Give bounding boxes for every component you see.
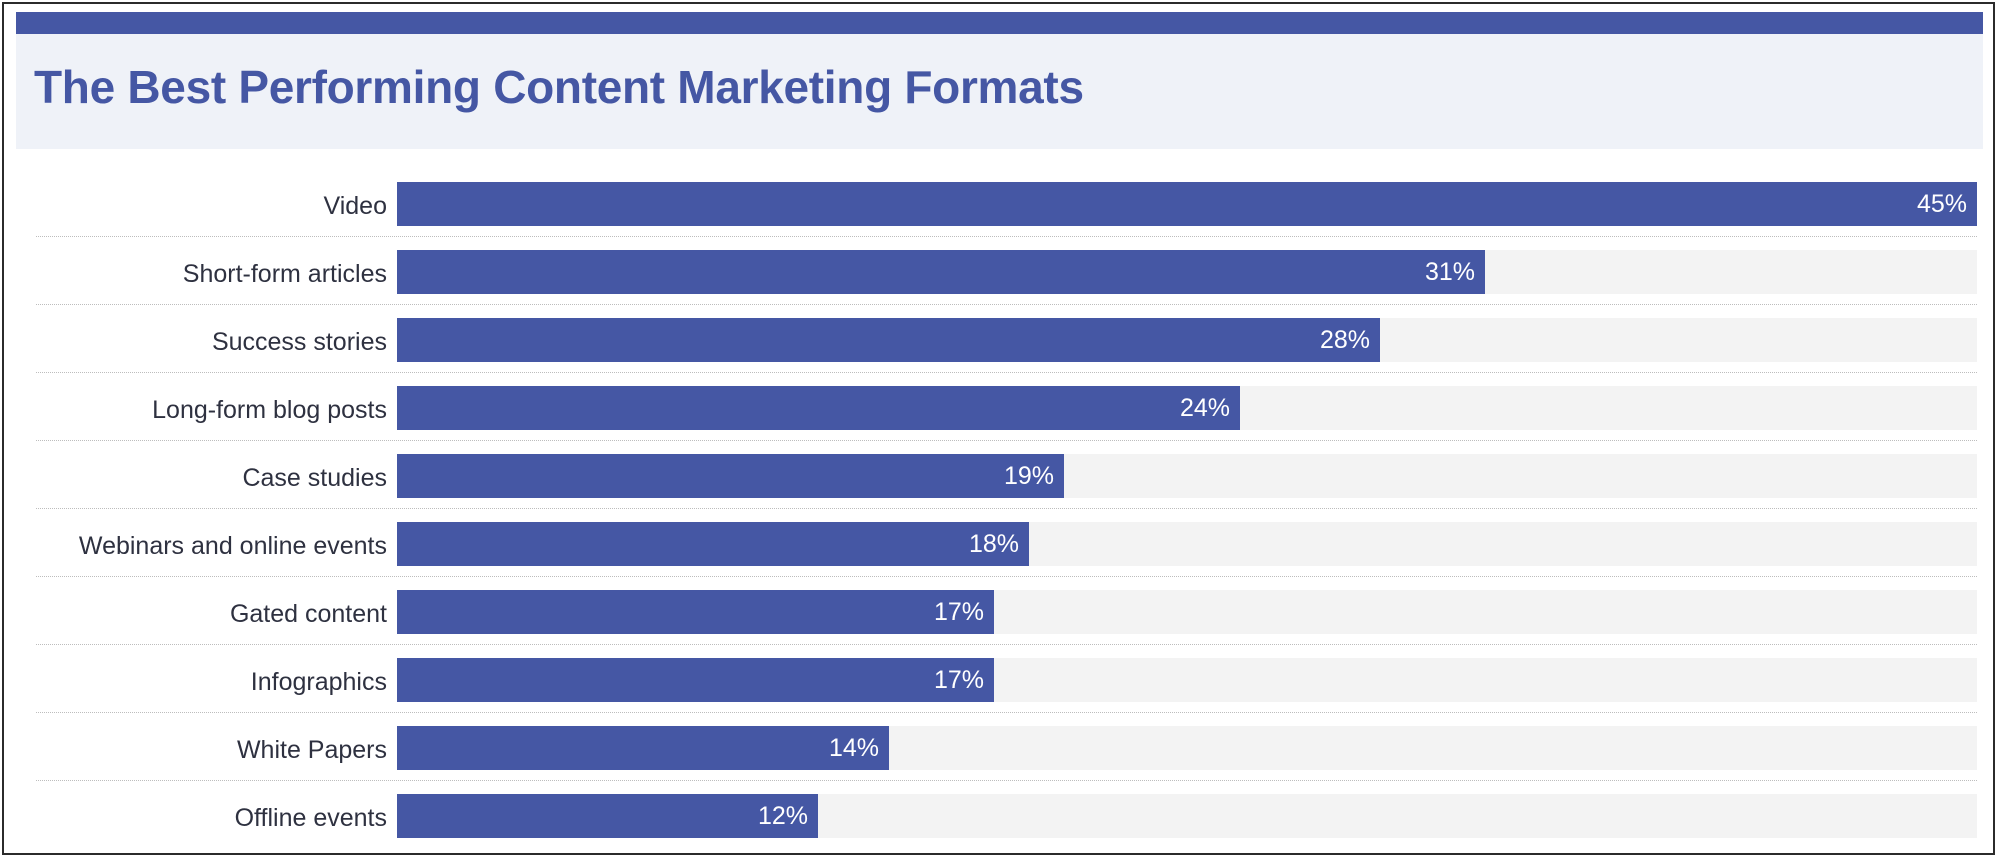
category-label: Offline events: [234, 804, 387, 832]
chart-header: The Best Performing Content Marketing Fo…: [16, 34, 1983, 149]
category-label: Short-form articles: [182, 260, 387, 288]
row-separator: [36, 372, 1977, 373]
category-label: Success stories: [211, 328, 387, 356]
bar: 17%: [397, 590, 994, 634]
bar: 28%: [397, 318, 1380, 362]
category-label: White Papers: [236, 736, 387, 764]
category-label: Case studies: [242, 464, 387, 492]
bar: 18%: [397, 522, 1029, 566]
category-label: Long-form blog posts: [152, 396, 387, 424]
bar: 12%: [397, 794, 818, 838]
row-separator: [36, 236, 1977, 237]
row-separator: [36, 780, 1977, 781]
bar-row: Video 45%: [0, 170, 1999, 238]
bar-row: Webinars and online events 18%: [0, 510, 1999, 578]
category-label: Video: [323, 192, 388, 220]
row-separator: [36, 712, 1977, 713]
row-separator: [36, 576, 1977, 577]
bar: 45%: [397, 182, 1977, 226]
value-label: 31%: [1424, 258, 1475, 286]
row-separator: [36, 644, 1977, 645]
bar-track: 17%: [397, 590, 1977, 634]
bar-row: Success stories 28%: [0, 306, 1999, 374]
value-label: 28%: [1319, 326, 1370, 354]
bar-track: 14%: [397, 726, 1977, 770]
bar: 31%: [397, 250, 1485, 294]
bar-row: Gated content 17%: [0, 578, 1999, 646]
value-label: 18%: [968, 530, 1019, 558]
bar-track: 12%: [397, 794, 1977, 838]
category-label: Infographics: [250, 668, 387, 696]
bar-row: Short-form articles 31%: [0, 238, 1999, 306]
bar-track: 28%: [397, 318, 1977, 362]
value-label: 19%: [1003, 462, 1054, 490]
value-label: 17%: [933, 598, 984, 626]
row-separator: [36, 508, 1977, 509]
category-label: Webinars and online events: [78, 532, 387, 560]
value-label: 45%: [1916, 190, 1967, 218]
value-label: 14%: [828, 734, 879, 762]
value-label: 12%: [757, 802, 808, 830]
accent-bar: [16, 12, 1983, 34]
bar-track: 17%: [397, 658, 1977, 702]
bar-track: 24%: [397, 386, 1977, 430]
bar-row: Long-form blog posts 24%: [0, 374, 1999, 442]
bar-row: White Papers 14%: [0, 714, 1999, 782]
value-label: 17%: [933, 666, 984, 694]
bar-chart: Video 45% Short-form articles 31% Success st…: [0, 170, 1999, 850]
value-label: 24%: [1179, 394, 1230, 422]
bar-track: 18%: [397, 522, 1977, 566]
category-label: Gated content: [229, 600, 387, 628]
bar: 17%: [397, 658, 994, 702]
row-separator: [36, 440, 1977, 441]
bar-row: Infographics 17%: [0, 646, 1999, 714]
bar: 14%: [397, 726, 889, 770]
bar: 19%: [397, 454, 1064, 498]
bar-row: Offline events 12%: [0, 782, 1999, 850]
bar-track: 19%: [397, 454, 1977, 498]
chart-title: The Best Performing Content Marketing Fo…: [34, 61, 1084, 113]
bar: 24%: [397, 386, 1240, 430]
bar-row: Case studies 19%: [0, 442, 1999, 510]
bar-track: 31%: [397, 250, 1977, 294]
row-separator: [36, 304, 1977, 305]
bar-track: 45%: [397, 182, 1977, 226]
